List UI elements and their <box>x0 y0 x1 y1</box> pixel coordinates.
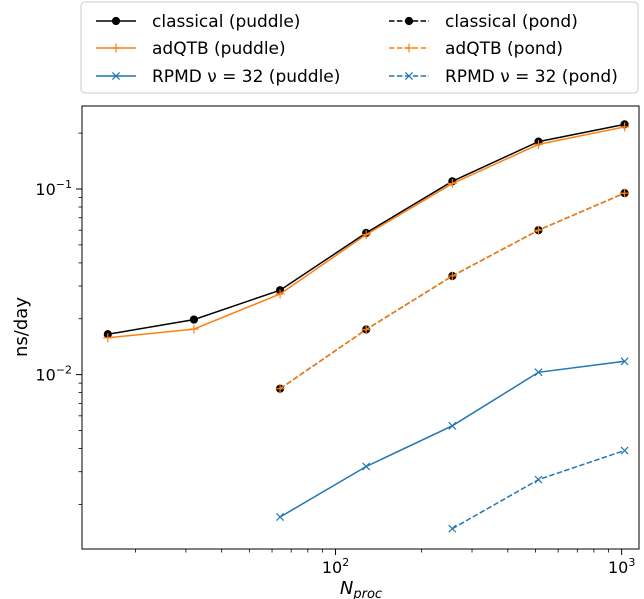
legend-label: adQTB (puddle) <box>152 39 286 59</box>
legend-marker <box>404 16 414 26</box>
legend-label: RPMD ν = 32 (puddle) <box>152 67 340 87</box>
data-point <box>275 384 285 394</box>
data-point <box>276 512 285 522</box>
legend-marker <box>111 16 121 26</box>
legend-item-rpmd-32-pond: RPMD ν = 32 (pond) <box>389 67 618 87</box>
legend-item-adqtb-pond: adQTB (pond) <box>389 39 563 59</box>
y-axis: 10−2 10−1 <box>35 132 82 505</box>
y-tick-label: 10−1 <box>35 178 72 199</box>
data-point <box>620 122 630 132</box>
legend-label: RPMD ν = 32 (pond) <box>445 67 618 87</box>
legend-label: classical (pond) <box>445 12 578 32</box>
data-point <box>362 462 371 471</box>
legend-label: classical (puddle) <box>152 12 300 32</box>
data-point <box>103 333 113 343</box>
legend-item-adqtb-puddle: adQTB (puddle) <box>96 39 286 59</box>
x-tick-label: 103 <box>608 556 635 577</box>
data-point <box>534 475 543 484</box>
legend-item-classical-pond: classical (pond) <box>389 12 578 32</box>
series-layer <box>103 120 630 533</box>
legend-marker <box>404 71 414 81</box>
data-point <box>361 325 371 335</box>
series-rpmd-32-puddle <box>276 357 629 522</box>
series-rpmd-32-pond <box>448 446 629 533</box>
data-point <box>620 357 629 366</box>
series-adqtb-pond <box>275 188 630 394</box>
data-point <box>620 446 629 455</box>
data-point <box>534 368 543 377</box>
legend-marker <box>404 43 414 53</box>
x-axis: 102 103 <box>135 549 635 577</box>
data-point <box>275 289 285 299</box>
series-adqtb-puddle <box>103 122 630 343</box>
data-point <box>189 324 199 334</box>
x-axis-label: Nproc <box>340 578 382 599</box>
data-point <box>533 225 543 235</box>
data-point <box>189 315 199 324</box>
plot-frame <box>81 105 640 550</box>
legend-item-classical-puddle: classical (puddle) <box>96 12 300 32</box>
data-point <box>533 139 543 149</box>
legend-label: adQTB (pond) <box>445 39 563 59</box>
data-point <box>361 230 371 240</box>
data-point <box>447 179 457 189</box>
legend-marker <box>111 71 121 81</box>
y-tick-label: 10−2 <box>35 364 72 385</box>
legend-frame <box>80 1 639 94</box>
data-point <box>448 524 457 533</box>
legend-item-rpmd-32-puddle: RPMD ν = 32 (puddle) <box>96 67 340 87</box>
data-point <box>447 271 457 281</box>
legend-marker <box>111 43 121 53</box>
data-point <box>448 421 457 430</box>
x-tick-label: 102 <box>322 556 349 577</box>
y-axis-label: ns/day <box>11 297 32 357</box>
legend: classical (puddle) adQTB (puddle) RPMD ν =… <box>80 1 639 94</box>
data-point <box>620 188 630 198</box>
